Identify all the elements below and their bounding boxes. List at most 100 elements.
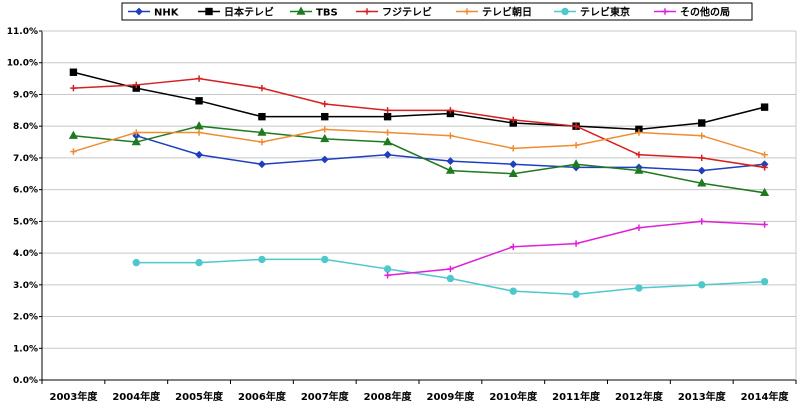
legend-box — [121, 2, 753, 21]
legend-label: 日本テレビ — [224, 6, 274, 19]
data-point — [68, 130, 78, 139]
data-point — [761, 151, 768, 158]
legend-item: TBS — [290, 6, 338, 19]
legend-item: 日本テレビ — [198, 6, 274, 19]
data-point — [133, 129, 140, 136]
legend-marker — [463, 8, 471, 15]
legend-item: テレビ朝日 — [456, 6, 532, 19]
x-tick-label: 2010年度 — [489, 390, 538, 403]
y-tick-label: 10.0% — [7, 59, 38, 69]
data-point — [195, 258, 203, 267]
data-point — [572, 240, 580, 247]
y-tick-label: 11.0% — [7, 27, 38, 37]
data-point — [698, 154, 705, 162]
legend-item: フジテレビ — [356, 6, 432, 19]
data-point — [194, 121, 204, 130]
data-point — [383, 150, 392, 159]
series-6 — [384, 218, 768, 279]
x-tick-label: 2003年度 — [49, 390, 98, 403]
data-point — [635, 284, 643, 292]
data-point — [761, 164, 768, 171]
data-point — [320, 155, 329, 164]
data-point — [760, 277, 769, 286]
data-point — [384, 129, 391, 136]
x-tick-label: 2004年度 — [112, 390, 161, 403]
data-point — [635, 151, 643, 158]
series-5 — [132, 255, 769, 299]
data-point — [70, 148, 77, 155]
series-2 — [68, 121, 770, 197]
legend-item: テレビ東京 — [554, 6, 630, 19]
y-tick-label: 7.0% — [13, 154, 38, 164]
data-point — [258, 84, 266, 92]
x-tick-label: 2006年度 — [238, 390, 287, 403]
data-point — [383, 112, 392, 121]
x-tick-label: 2009年度 — [426, 390, 475, 403]
x-tick-label: 2005年度 — [175, 390, 224, 403]
series-3 — [70, 75, 768, 171]
legend-marker — [296, 6, 306, 15]
series-line — [73, 128, 765, 156]
data-point — [572, 290, 580, 299]
data-point — [697, 166, 706, 175]
data-point — [698, 218, 705, 225]
y-tick-label: 3.0% — [13, 281, 38, 291]
data-point — [572, 142, 580, 149]
x-tick-label: 2008年度 — [364, 390, 413, 403]
y-tick-label: 0.0% — [13, 376, 38, 386]
data-point — [635, 129, 643, 136]
data-point — [635, 224, 643, 231]
y-tick-label: 1.0% — [13, 344, 38, 354]
y-tick-label: 2.0% — [13, 313, 38, 323]
data-point — [446, 274, 455, 283]
legend-item: その他の局 — [654, 6, 730, 19]
data-point — [131, 137, 141, 146]
axes: 0.0% 1.0% 2.0% 3.0% 4.0% 5.0% 6.0% 7.0% 8.0% 9.0%… — [7, 27, 797, 403]
data-point — [509, 160, 518, 169]
data-point — [698, 281, 706, 289]
data-point — [383, 265, 392, 273]
data-point — [447, 132, 454, 139]
data-point — [195, 97, 203, 105]
series-lines — [68, 68, 770, 299]
data-point — [446, 157, 455, 165]
y-tick-label: 6.0% — [13, 186, 38, 196]
data-point — [571, 159, 581, 168]
data-point — [572, 122, 580, 130]
data-point — [383, 137, 393, 146]
x-tick-label: 2014年度 — [741, 390, 790, 403]
data-point — [321, 255, 329, 264]
data-point — [258, 160, 266, 169]
data-point — [508, 168, 518, 177]
series-4 — [70, 126, 768, 158]
data-point — [698, 119, 706, 127]
data-point — [132, 258, 140, 267]
data-point — [258, 112, 266, 121]
data-point — [195, 75, 203, 82]
series-line — [73, 77, 765, 169]
legend-marker — [205, 7, 213, 16]
y-tick-label: 4.0% — [13, 249, 38, 259]
data-point — [195, 150, 203, 159]
data-point — [760, 103, 769, 111]
data-point — [384, 272, 391, 279]
data-point — [69, 68, 78, 76]
data-point — [510, 243, 517, 250]
legend-marker — [661, 8, 669, 15]
data-point — [258, 138, 266, 146]
y-tick-label: 5.0% — [13, 217, 38, 227]
legend-marker — [561, 7, 569, 16]
data-point — [445, 165, 455, 174]
data-point — [195, 129, 203, 136]
y-tick-label: 8.0% — [13, 122, 38, 132]
data-point — [510, 145, 517, 152]
legend-label: NHK — [154, 8, 180, 19]
data-point — [634, 165, 644, 174]
data-point — [384, 107, 391, 114]
x-tick-label: 2007年度 — [301, 390, 350, 403]
data-point — [320, 133, 330, 143]
data-point — [321, 126, 328, 133]
series-line — [73, 125, 765, 194]
